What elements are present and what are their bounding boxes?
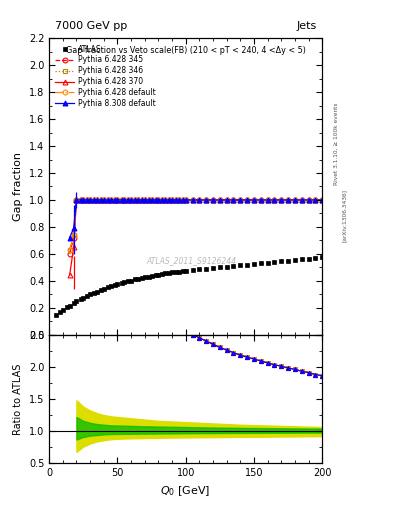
Pythia 6.428 370 [313, 197, 318, 203]
Pythia 8.308 default [140, 197, 144, 203]
Pythia 6.428 345 [105, 197, 110, 203]
Pythia 6.428 370 [105, 197, 110, 203]
Pythia 6.428 346 [105, 197, 110, 203]
Pythia 6.428 370 [115, 197, 120, 203]
Pythia 6.428 346 [115, 197, 120, 203]
Pythia 8.308 default [115, 197, 120, 203]
Pythia 6.428 370 [74, 197, 79, 203]
ATLAS [211, 265, 215, 271]
Pythia 6.428 370 [286, 197, 290, 203]
Pythia 6.428 345 [92, 197, 97, 203]
Pythia 8.308 default [313, 197, 318, 203]
ATLAS [320, 254, 325, 260]
Pythia 6.428 346 [313, 197, 318, 203]
ATLAS [53, 312, 58, 318]
Pythia 8.308 default [74, 197, 79, 203]
Pythia 6.428 345 [115, 197, 120, 203]
Line: Pythia 6.428 345: Pythia 6.428 345 [67, 198, 325, 256]
ATLAS [74, 298, 79, 304]
Pythia 8.308 default [67, 234, 72, 241]
Text: ATLAS_2011_S9126244: ATLAS_2011_S9126244 [146, 256, 236, 265]
Pythia 6.428 346 [92, 197, 97, 203]
Line: Pythia 6.428 346: Pythia 6.428 346 [67, 198, 325, 252]
Line: Pythia 6.428 370: Pythia 6.428 370 [67, 198, 325, 278]
Line: Pythia 6.428 default: Pythia 6.428 default [67, 198, 325, 252]
Pythia 6.428 345 [67, 251, 72, 257]
Line: ATLAS: ATLAS [53, 255, 325, 317]
Legend: ATLAS, Pythia 6.428 345, Pythia 6.428 346, Pythia 6.428 370, Pythia 6.428 defaul: ATLAS, Pythia 6.428 345, Pythia 6.428 34… [53, 42, 158, 111]
Pythia 6.428 345 [313, 197, 318, 203]
Text: Rivet 3.1.10, ≥ 100k events: Rivet 3.1.10, ≥ 100k events [334, 102, 338, 185]
Pythia 6.428 default [115, 197, 120, 203]
X-axis label: $Q_0$ [GeV]: $Q_0$ [GeV] [160, 484, 211, 498]
ATLAS [85, 292, 90, 298]
Y-axis label: Ratio to ATLAS: Ratio to ATLAS [13, 364, 23, 435]
Pythia 8.308 default [92, 197, 97, 203]
Pythia 6.428 default [105, 197, 110, 203]
Text: 7000 GeV pp: 7000 GeV pp [55, 21, 127, 31]
Pythia 6.428 346 [286, 197, 290, 203]
Pythia 6.428 default [140, 197, 144, 203]
Pythia 6.428 default [67, 247, 72, 253]
ATLAS [61, 307, 65, 313]
Text: Jets: Jets [297, 21, 317, 31]
Pythia 8.308 default [286, 197, 290, 203]
Pythia 6.428 370 [140, 197, 144, 203]
Y-axis label: Gap fraction: Gap fraction [13, 152, 23, 221]
ATLAS [105, 284, 110, 290]
Pythia 6.428 370 [92, 197, 97, 203]
Line: Pythia 8.308 default: Pythia 8.308 default [67, 198, 325, 240]
Pythia 6.428 346 [140, 197, 144, 203]
Pythia 6.428 345 [74, 197, 79, 203]
Pythia 6.428 default [286, 197, 290, 203]
Text: Gap fraction vs Veto scale(FB) (210 < pT < 240, 4 <Δy < 5): Gap fraction vs Veto scale(FB) (210 < pT… [66, 46, 306, 55]
Text: [arXiv:1306.3436]: [arXiv:1306.3436] [342, 188, 346, 242]
Pythia 6.428 default [92, 197, 97, 203]
Pythia 8.308 default [320, 197, 325, 203]
Pythia 6.428 346 [67, 247, 72, 253]
Pythia 6.428 346 [320, 197, 325, 203]
Pythia 6.428 default [320, 197, 325, 203]
Pythia 6.428 default [74, 197, 79, 203]
Pythia 6.428 default [313, 197, 318, 203]
Pythia 8.308 default [105, 197, 110, 203]
Pythia 6.428 370 [320, 197, 325, 203]
Pythia 6.428 345 [140, 197, 144, 203]
ATLAS [156, 271, 161, 278]
Pythia 6.428 345 [320, 197, 325, 203]
Pythia 6.428 345 [286, 197, 290, 203]
Pythia 6.428 346 [74, 197, 79, 203]
Pythia 6.428 370 [67, 272, 72, 279]
